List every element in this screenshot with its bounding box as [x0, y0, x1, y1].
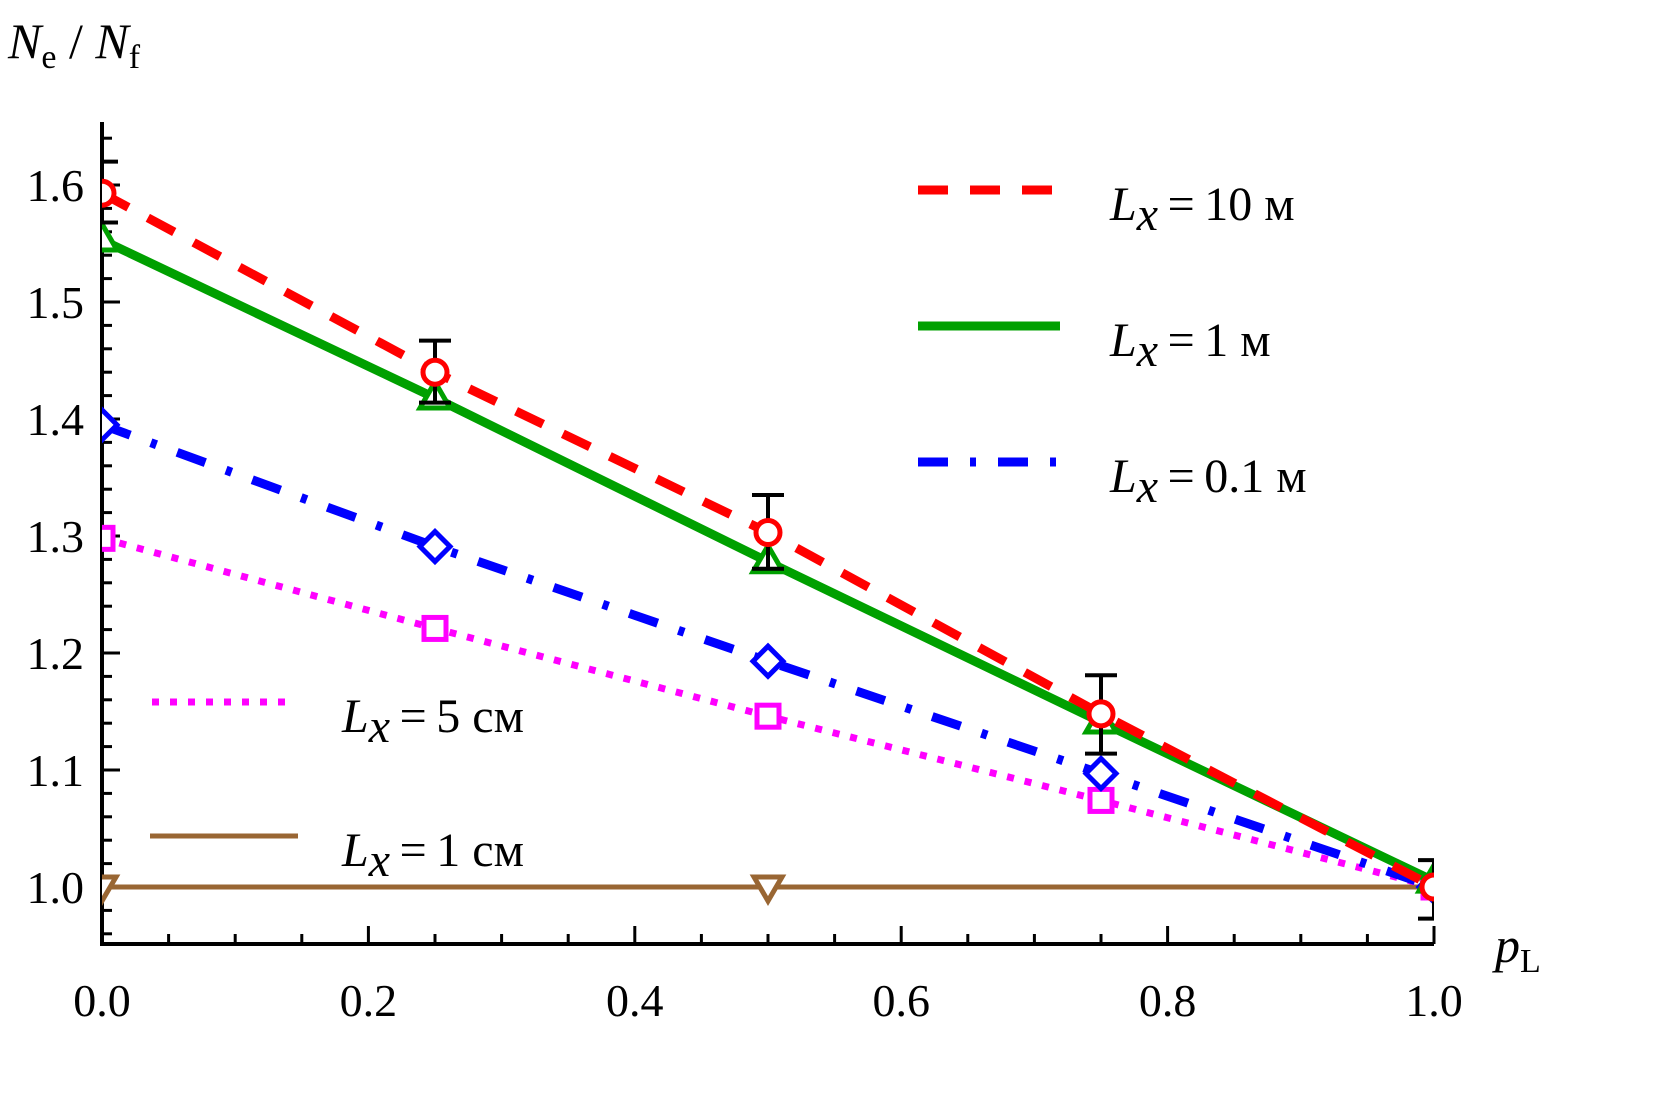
legend-entry-4: Lx = 1 см: [150, 824, 524, 887]
legend-entry-3: Lx = 5 см: [152, 690, 524, 753]
x-tick-label: 0.2: [340, 975, 398, 1026]
data-point: [753, 517, 783, 547]
data-point: [1087, 786, 1115, 814]
data-point: [1082, 754, 1120, 793]
series-line: [102, 420, 1434, 892]
legend-entry-1: Lx = 1 м: [918, 314, 1271, 377]
series-group: [102, 159, 1434, 921]
series-2: [102, 406, 1434, 906]
y-tick-label: 1.0: [27, 862, 85, 913]
y-tick-label: 1.6: [27, 160, 85, 211]
data-point: [421, 614, 449, 642]
data-point: [420, 357, 450, 387]
y-tick-label: 1.3: [27, 511, 85, 562]
data-point: [416, 527, 454, 566]
y-tick-label: 1.5: [27, 277, 85, 328]
data-point: [754, 702, 782, 730]
legend-label: Lx = 1 см: [341, 824, 524, 887]
data-point: [102, 218, 122, 253]
x-axis-title: pL: [1492, 917, 1541, 980]
legend-label: Lx = 0.1 м: [1109, 450, 1307, 513]
legend: Lx = 10 м Lx = 1 м Lx = 0.1 м Lx = 5 см Lx =…: [150, 178, 1307, 887]
series-4: [102, 874, 1434, 906]
y-tick-label: 1.2: [27, 628, 85, 679]
legend-entry-0: Lx = 10 м: [918, 178, 1295, 241]
data-point: [749, 642, 787, 680]
data-point: [102, 874, 121, 906]
data-point: [102, 178, 117, 208]
axes: 0.0 0.2 0.4 0.6 0.8 1.0 1.0 1.1 1.2 1.3 1.4 1.5 1.6: [27, 122, 1463, 1026]
legend-label: Lx = 1 м: [1109, 314, 1271, 377]
y-tick-label: 1.1: [27, 745, 85, 796]
legend-entry-2: Lx = 0.1 м: [918, 450, 1307, 513]
series-0: [102, 159, 1434, 921]
data-point: [749, 874, 787, 906]
data-point: [1086, 699, 1116, 729]
data-point: [102, 524, 116, 552]
legend-label: Lx = 10 м: [1109, 178, 1295, 241]
x-tick-label: 1.0: [1405, 975, 1463, 1026]
series-3: [102, 524, 1434, 901]
x-tick-label: 0.0: [73, 975, 131, 1026]
legend-label: Lx = 5 см: [341, 690, 524, 753]
x-tick-label: 0.6: [872, 975, 930, 1026]
y-axis-title: Ne / Nf: [7, 13, 141, 76]
data-point: [102, 406, 121, 444]
x-tick-label: 0.8: [1139, 975, 1197, 1026]
x-tick-label: 0.4: [606, 975, 664, 1026]
y-tick-label: 1.4: [27, 394, 85, 445]
data-point: [1419, 872, 1434, 902]
